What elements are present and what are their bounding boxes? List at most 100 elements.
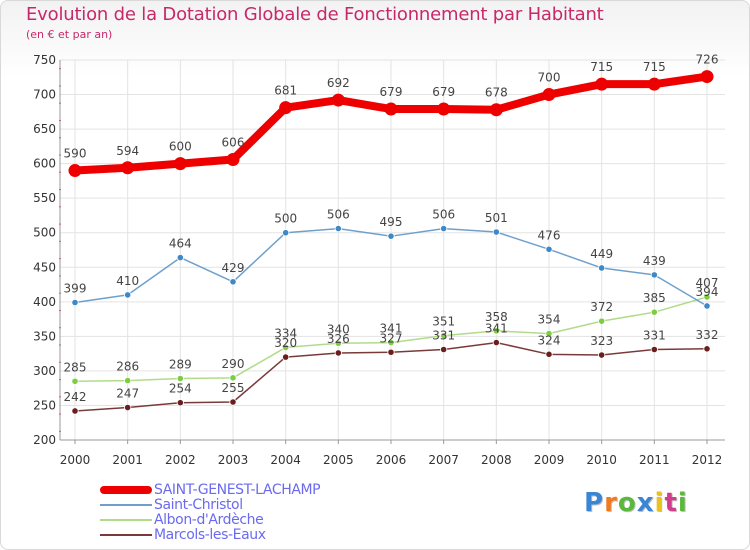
- data-point: [124, 291, 132, 299]
- x-tick-label-2002: 2002: [165, 453, 196, 467]
- data-point: [71, 298, 79, 307]
- data-label: 286: [116, 360, 139, 374]
- data-label: 399: [64, 282, 87, 296]
- data-label: 594: [116, 144, 139, 158]
- data-point: [492, 228, 500, 236]
- y-tick-label-750: 750: [33, 53, 56, 67]
- y-tick-label-200: 200: [33, 433, 56, 447]
- data-label: 285: [64, 360, 87, 374]
- data-point: [440, 224, 448, 233]
- data-point: [542, 88, 556, 102]
- x-tick-label-2009: 2009: [534, 453, 565, 467]
- data-label: 326: [327, 332, 350, 346]
- data-point: [229, 398, 237, 406]
- data-label: 679: [432, 85, 455, 99]
- logo-letter: i: [677, 488, 688, 518]
- data-point: [229, 278, 237, 286]
- data-label: 410: [116, 274, 139, 288]
- logo-letter: t: [664, 488, 678, 518]
- data-label: 394: [696, 285, 719, 299]
- data-label: 385: [643, 291, 666, 305]
- grid-lines: [60, 59, 725, 441]
- data-point: [437, 102, 451, 116]
- y-tick-label-450: 450: [33, 260, 56, 274]
- data-label: 700: [538, 71, 561, 85]
- data-point: [492, 338, 500, 347]
- data-point: [334, 349, 342, 357]
- data-label: 501: [485, 211, 508, 225]
- data-point: [71, 377, 79, 385]
- y-tick-label-600: 600: [33, 157, 56, 171]
- data-point: [387, 338, 395, 347]
- data-point: [173, 157, 187, 171]
- data-point: [124, 376, 132, 385]
- legend-label: SAINT-GENEST-LACHAMP: [154, 482, 321, 498]
- data-point: [334, 339, 342, 347]
- x-tick-label-2007: 2007: [428, 453, 459, 467]
- data-label: 449: [590, 247, 613, 261]
- data-point: [703, 302, 711, 310]
- y-tick-label-650: 650: [33, 122, 56, 136]
- x-tick-label-2011: 2011: [639, 453, 670, 467]
- data-point: [334, 224, 342, 233]
- data-label: 500: [274, 212, 297, 226]
- logo-letter: P: [584, 488, 605, 518]
- data-point: [384, 102, 398, 116]
- x-tick-label-2010: 2010: [586, 453, 617, 467]
- logo-letter: r: [604, 488, 618, 518]
- x-axis-ticks: 2000 2001 2002 2003 2004 2005 2006 2007 2008 2009…: [60, 453, 723, 467]
- data-point: [124, 403, 132, 412]
- data-label: 290: [222, 357, 245, 371]
- x-tick-label-2012: 2012: [692, 453, 723, 467]
- data-point: [121, 161, 135, 175]
- data-label: 692: [327, 76, 350, 90]
- legend-label: Marcols-les-Eaux: [154, 527, 266, 543]
- data-label: 354: [538, 313, 561, 327]
- data-label: 715: [590, 60, 613, 74]
- data-label: 439: [643, 254, 666, 268]
- y-tick-label-550: 550: [33, 191, 56, 205]
- data-point: [282, 353, 290, 361]
- data-point: [279, 101, 293, 115]
- data-point: [229, 374, 237, 382]
- data-point: [176, 254, 184, 262]
- data-point: [703, 345, 711, 353]
- data-label: 372: [590, 300, 613, 314]
- y-tick-label-400: 400: [33, 295, 56, 309]
- data-point: [598, 351, 606, 359]
- series-group: [68, 70, 714, 415]
- legend-label: Saint-Christol: [154, 497, 243, 513]
- data-point: [598, 317, 606, 325]
- data-point: [331, 93, 345, 107]
- data-point: [598, 264, 606, 272]
- data-point: [387, 232, 395, 240]
- data-label: 341: [485, 322, 508, 336]
- data-label: 679: [380, 85, 403, 99]
- x-tick-label-2004: 2004: [270, 453, 301, 467]
- data-label: 340: [327, 322, 350, 336]
- legend-swatch: [100, 519, 152, 521]
- data-point: [226, 152, 240, 166]
- data-point: [703, 293, 711, 301]
- data-label: 681: [274, 84, 297, 98]
- x-tick-label-2003: 2003: [218, 453, 249, 467]
- data-point: [68, 164, 82, 178]
- data-label: 495: [380, 215, 403, 229]
- data-point: [440, 332, 448, 340]
- data-label: 327: [380, 331, 403, 345]
- x-tick-label-2005: 2005: [323, 453, 354, 467]
- data-point: [650, 345, 658, 354]
- data-point: [282, 229, 290, 237]
- data-label: 590: [64, 147, 87, 161]
- data-point: [545, 245, 553, 253]
- x-tick-label-2008: 2008: [481, 453, 512, 467]
- data-label: 506: [432, 208, 455, 222]
- data-label: 351: [432, 315, 455, 329]
- x-tick-label-2006: 2006: [376, 453, 407, 467]
- logo-letter: i: [654, 488, 665, 518]
- data-point: [492, 327, 500, 335]
- x-tick-label-2000: 2000: [60, 453, 91, 467]
- data-point: [700, 70, 714, 84]
